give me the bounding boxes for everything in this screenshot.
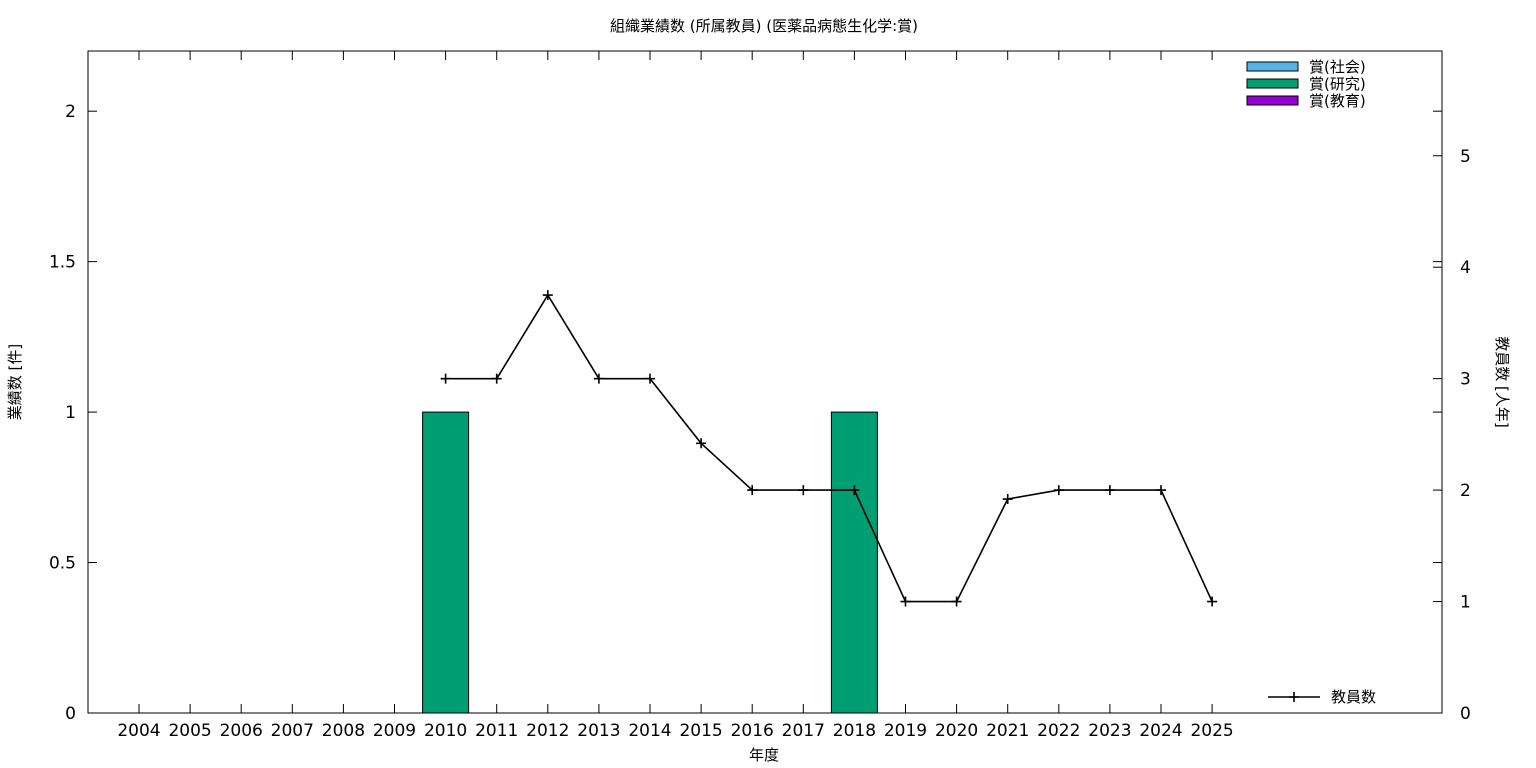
line-point	[747, 485, 758, 496]
x-tick-label: 2021	[986, 721, 1029, 741]
x-tick-label: 2010	[424, 721, 467, 741]
y-axis-label: 業績数 [件]	[6, 344, 24, 420]
line-point	[849, 485, 860, 496]
legend-swatch	[1246, 95, 1299, 106]
legend-swatch	[1246, 61, 1299, 72]
plot-frame	[87, 50, 1443, 714]
x-tick-label: 2016	[731, 721, 774, 741]
line-series-教員数	[445, 293, 1213, 603]
y2-tick-label: 4	[1460, 258, 1471, 278]
bar-2018	[830, 411, 878, 714]
y2-tick-label: 3	[1460, 370, 1471, 390]
bar-2010	[422, 411, 470, 714]
line-point	[1104, 485, 1115, 496]
bars-layer	[422, 411, 878, 714]
y2-axis-label: 教員数 [人年]	[1493, 336, 1511, 427]
x-tick-label: 2007	[271, 721, 314, 741]
line-point	[1002, 494, 1013, 505]
line-point	[491, 373, 502, 384]
line-point	[1053, 485, 1064, 496]
x-tick-label: 2006	[220, 721, 263, 741]
x-tick-label: 2015	[679, 721, 722, 741]
legend-marker	[1289, 692, 1299, 702]
x-tick-label: 2011	[475, 721, 518, 741]
x-tick-label: 2005	[168, 721, 211, 741]
y2-tick-label: 5	[1460, 147, 1471, 167]
x-tick-label: 2020	[935, 721, 978, 741]
line-point	[1156, 485, 1166, 496]
x-axis-label: 年度	[749, 746, 779, 764]
x-tick-label: 2014	[628, 721, 671, 741]
x-tick-label: 2025	[1190, 721, 1233, 741]
x-tick-label: 2023	[1088, 721, 1131, 741]
y2-tick-label: 0	[1460, 704, 1471, 724]
line-point	[645, 373, 655, 384]
x-tick-label: 2012	[526, 721, 569, 741]
line-point	[542, 290, 553, 301]
line-point	[900, 596, 911, 607]
line-point	[951, 596, 962, 607]
y2-tick-label: 2	[1460, 481, 1471, 501]
legend-label: 賞(社会)	[1309, 58, 1366, 76]
x-tick-label: 2018	[833, 721, 876, 741]
y-tick-label: 1.5	[49, 253, 76, 273]
x-tick-label: 2022	[1037, 721, 1080, 741]
x-tick-label: 2009	[373, 721, 416, 741]
y2-tick-label: 1	[1460, 593, 1471, 613]
x-tick-label: 2004	[117, 721, 160, 741]
y-tick-label: 1	[65, 403, 76, 423]
x-tick-label: 2017	[782, 721, 825, 741]
x-tick-label: 2024	[1139, 721, 1182, 741]
line-point	[440, 373, 451, 384]
x-tick-label: 2013	[577, 721, 620, 741]
chart-title: 組織業績数 (所属教員) (医薬品病態生化学:賞)	[610, 17, 918, 35]
line-point	[1207, 596, 1218, 607]
line-point	[593, 373, 604, 384]
x-tick-label: 2019	[884, 721, 927, 741]
legend: 賞(社会)賞(研究)賞(教育) 教員数	[1246, 58, 1376, 706]
legend-label: 教員数	[1331, 688, 1376, 706]
y-tick-label: 0	[65, 704, 76, 724]
legend-label: 賞(教育)	[1309, 92, 1366, 110]
line-layer	[440, 290, 1218, 607]
x-tick-label: 2008	[322, 721, 365, 741]
legend-label: 賞(研究)	[1309, 75, 1366, 93]
line-point	[696, 438, 707, 449]
y-tick-label: 0.5	[49, 554, 76, 574]
line-point	[798, 485, 809, 496]
legend-swatch	[1246, 78, 1299, 89]
y-tick-label: 2	[65, 102, 76, 122]
